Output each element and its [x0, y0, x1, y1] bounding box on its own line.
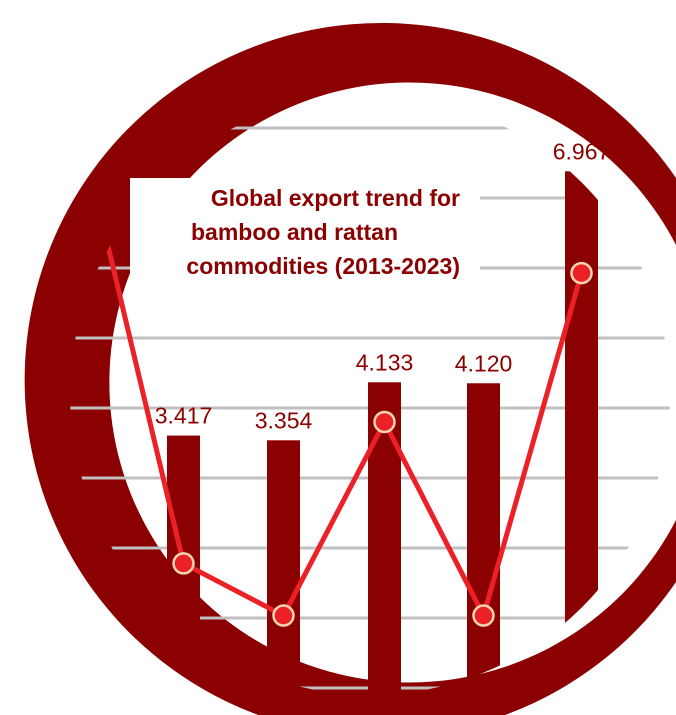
bar-value-label: 3.417 — [155, 403, 213, 429]
trend-line — [87, 169, 593, 627]
chart-title-line-3: commodities (2013-2023) — [186, 253, 460, 279]
bar-value-label: 6.967 — [553, 138, 611, 164]
bar — [267, 440, 300, 695]
chart-title-line-1: Global export trend for — [211, 185, 460, 211]
trend-point — [272, 604, 295, 627]
trend-point — [172, 552, 195, 575]
trend-point — [472, 604, 495, 627]
bar-value-label: 4.120 — [455, 350, 513, 376]
chart-title-line-2: bamboo and rattan — [191, 219, 398, 245]
bar — [467, 383, 500, 695]
bar-value-label: 4.133 — [356, 349, 414, 375]
title-backdrop — [130, 178, 480, 278]
crescent-ring — [24, 23, 676, 715]
bar — [368, 382, 401, 695]
trend-point — [570, 261, 593, 285]
trend-line-path — [87, 169, 584, 619]
chart-title: Global export trend for bamboo and ratta… — [130, 178, 480, 279]
bar-value-label: 3.354 — [255, 407, 313, 433]
trend-point — [373, 410, 396, 434]
value-labels: 3.417 3.354 4.133 4.120 6.967 — [155, 138, 611, 433]
